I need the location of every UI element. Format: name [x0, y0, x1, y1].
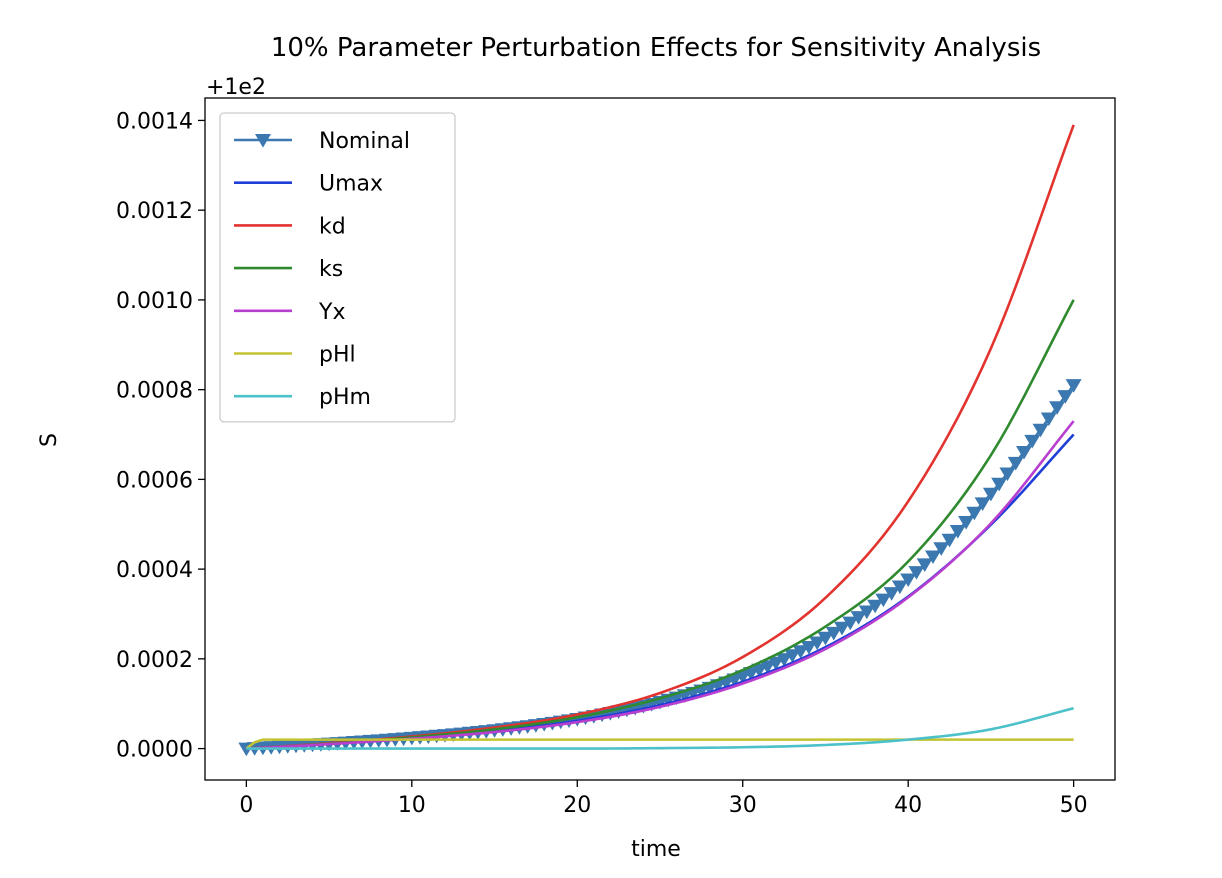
series-marker: [858, 605, 875, 620]
legend-entry-phm: pHm: [234, 385, 371, 410]
y-tick-label: 0.0004: [116, 558, 193, 583]
series-marker: [958, 515, 975, 530]
series-marker: [908, 566, 925, 580]
series-marker: [726, 673, 743, 688]
series-marker: [825, 626, 842, 641]
series-marker: [734, 670, 751, 684]
series-marker: [784, 649, 801, 663]
series-marker: [834, 621, 850, 636]
legend-label: Yx: [318, 300, 345, 325]
y-axis-offset-label: +1e2: [206, 75, 266, 100]
legend-entry-ks: ks: [234, 257, 343, 282]
x-axis-ticks: 0 10 20 30 40 50: [239, 780, 1088, 818]
series-marker: [718, 676, 735, 691]
series-marker: [800, 640, 817, 655]
chart-title: 10% Parameter Perturbation Effects for S…: [271, 33, 1041, 63]
series-marker: [751, 663, 768, 678]
legend-label: pHl: [319, 343, 356, 368]
series-line-phm: [246, 706, 1074, 750]
legend-entry-umax: Umax: [234, 172, 383, 197]
series-marker: [883, 587, 900, 601]
y-tick-label: 0.0000: [116, 738, 193, 763]
series-marker: [875, 593, 892, 608]
series-phl: [245, 738, 1074, 750]
x-tick-label: 50: [1060, 793, 1088, 818]
series-marker: [842, 616, 859, 631]
y-tick-label: 0.0010: [116, 289, 193, 314]
series-marker: [999, 467, 1016, 482]
y-tick-label: 0.0012: [116, 199, 193, 224]
plot-frame: [204, 97, 1116, 781]
series-marker: [809, 636, 826, 651]
series-phm: [246, 706, 1074, 750]
series-marker: [974, 497, 991, 511]
legend-entry-nominal: Nominal: [234, 129, 410, 154]
series-marker: [850, 611, 867, 625]
x-tick-label: 40: [894, 793, 922, 818]
series-marker: [1057, 390, 1074, 404]
series-marker: [867, 599, 884, 614]
legend-entry-kd: kd: [234, 214, 346, 239]
y-axis-label: S: [37, 433, 62, 447]
legend-label: pHm: [319, 385, 371, 410]
x-tick-label: 0: [239, 793, 253, 818]
x-axis-label: time: [631, 837, 681, 862]
legend-label: Umax: [319, 172, 383, 197]
x-tick-label: 20: [563, 793, 591, 818]
series-marker: [949, 524, 966, 539]
series-marker: [1065, 379, 1082, 393]
series-marker: [916, 558, 933, 573]
series-marker: [817, 631, 834, 646]
plot-series-group: [238, 124, 1082, 757]
series-marker: [743, 667, 759, 681]
series-marker: [759, 660, 776, 674]
series-marker: [933, 542, 950, 556]
series-line-phl: [245, 738, 1074, 750]
legend-label: Nominal: [319, 129, 410, 154]
y-axis-ticks: 0.0000 0.0002 0.0004 0.0006 0.0008 0.0010 0.00…: [116, 109, 205, 763]
series-marker: [900, 573, 917, 588]
series-marker: [767, 656, 784, 671]
legend-entry-phl: pHl: [234, 343, 356, 368]
series-marker: [1040, 412, 1057, 427]
series-marker: [982, 487, 999, 502]
legend: Nominal Umax kd ks Yx pHl pHm: [219, 112, 456, 423]
series-marker: [776, 653, 793, 667]
series-marker: [941, 533, 958, 548]
series-marker: [966, 506, 983, 521]
series-marker: [925, 550, 941, 565]
y-tick-label: 0.0006: [116, 468, 193, 493]
series-marker: [1049, 401, 1066, 415]
legend-entry-yx: Yx: [234, 300, 345, 325]
series-marker: [792, 645, 809, 659]
series-marker: [891, 580, 908, 595]
legend-box: [219, 112, 456, 423]
series-marker: [1016, 445, 1032, 460]
series-marker: [1007, 456, 1024, 471]
series-marker: [1032, 423, 1049, 438]
legend-label: ks: [319, 257, 343, 282]
x-tick-label: 30: [729, 793, 757, 818]
legend-marker: [255, 134, 271, 148]
y-tick-label: 0.0002: [116, 648, 193, 673]
series-marker: [991, 477, 1008, 492]
legend-label: kd: [319, 214, 346, 239]
y-tick-label: 0.0008: [116, 379, 193, 404]
y-tick-label: 0.0014: [116, 109, 193, 134]
series-marker: [1024, 434, 1041, 449]
x-tick-label: 10: [398, 793, 426, 818]
